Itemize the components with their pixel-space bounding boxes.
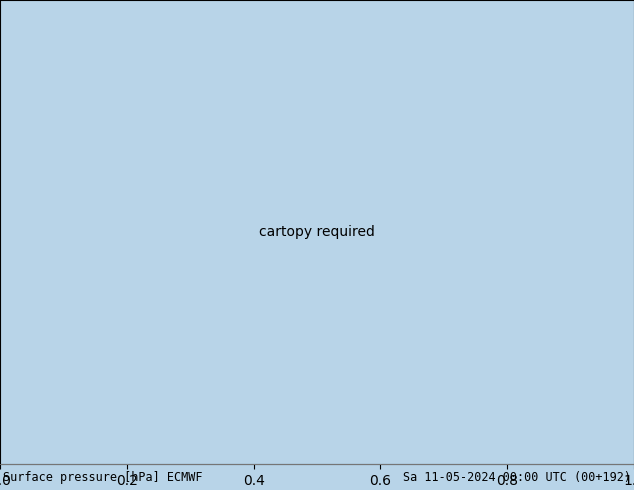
Text: Surface pressure [hPa] ECMWF: Surface pressure [hPa] ECMWF [3, 470, 203, 484]
Text: cartopy required: cartopy required [259, 225, 375, 239]
Text: Sa 11-05-2024 00:00 UTC (00+192): Sa 11-05-2024 00:00 UTC (00+192) [403, 470, 631, 484]
